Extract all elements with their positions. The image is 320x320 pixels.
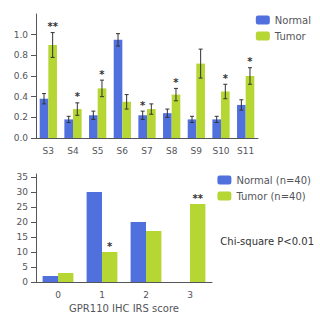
svg-text:**: ** bbox=[192, 193, 203, 204]
svg-text:10: 10 bbox=[17, 247, 29, 257]
svg-text:S4: S4 bbox=[67, 146, 79, 156]
svg-text:GPR110 IHC IRS score: GPR110 IHC IRS score bbox=[69, 303, 179, 314]
svg-text:*: * bbox=[247, 56, 253, 67]
svg-text:0.0: 0.0 bbox=[14, 133, 29, 143]
svg-text:1: 1 bbox=[99, 290, 105, 300]
svg-text:35: 35 bbox=[17, 172, 28, 182]
svg-text:Tumor (n=40): Tumor (n=40) bbox=[235, 191, 305, 202]
svg-text:3: 3 bbox=[187, 290, 193, 300]
svg-text:Chi-square P<0.01: Chi-square P<0.01 bbox=[220, 236, 314, 247]
svg-text:S3: S3 bbox=[43, 146, 54, 156]
svg-text:1.0: 1.0 bbox=[14, 30, 29, 40]
svg-text:30: 30 bbox=[17, 187, 29, 197]
svg-text:0.8: 0.8 bbox=[14, 50, 29, 60]
svg-text:0.6: 0.6 bbox=[14, 71, 29, 81]
svg-text:0: 0 bbox=[22, 277, 28, 287]
svg-text:S9: S9 bbox=[191, 146, 203, 156]
svg-text:0.2: 0.2 bbox=[14, 112, 28, 122]
svg-text:20: 20 bbox=[17, 217, 29, 227]
svg-text:Normal: Normal bbox=[275, 15, 311, 26]
svg-text:*: * bbox=[173, 77, 179, 88]
svg-text:S8: S8 bbox=[166, 146, 178, 156]
svg-text:5: 5 bbox=[22, 262, 28, 272]
svg-text:S10: S10 bbox=[212, 146, 229, 156]
svg-text:**: ** bbox=[47, 21, 58, 32]
svg-text:*: * bbox=[99, 69, 105, 80]
svg-text:S7: S7 bbox=[141, 146, 152, 156]
svg-text:2: 2 bbox=[143, 290, 149, 300]
svg-text:S5: S5 bbox=[92, 146, 103, 156]
svg-text:15: 15 bbox=[17, 232, 28, 242]
svg-text:*: * bbox=[107, 241, 113, 252]
svg-text:0: 0 bbox=[55, 290, 61, 300]
svg-text:S11: S11 bbox=[237, 146, 254, 156]
svg-text:0.4: 0.4 bbox=[14, 92, 29, 102]
svg-text:*: * bbox=[140, 100, 146, 111]
svg-text:*: * bbox=[223, 73, 229, 84]
svg-text:*: * bbox=[75, 91, 81, 102]
svg-text:25: 25 bbox=[17, 202, 28, 212]
svg-text:Tumor: Tumor bbox=[274, 31, 307, 42]
svg-text:Normal (n=40): Normal (n=40) bbox=[236, 175, 311, 186]
svg-text:S6: S6 bbox=[117, 146, 129, 156]
